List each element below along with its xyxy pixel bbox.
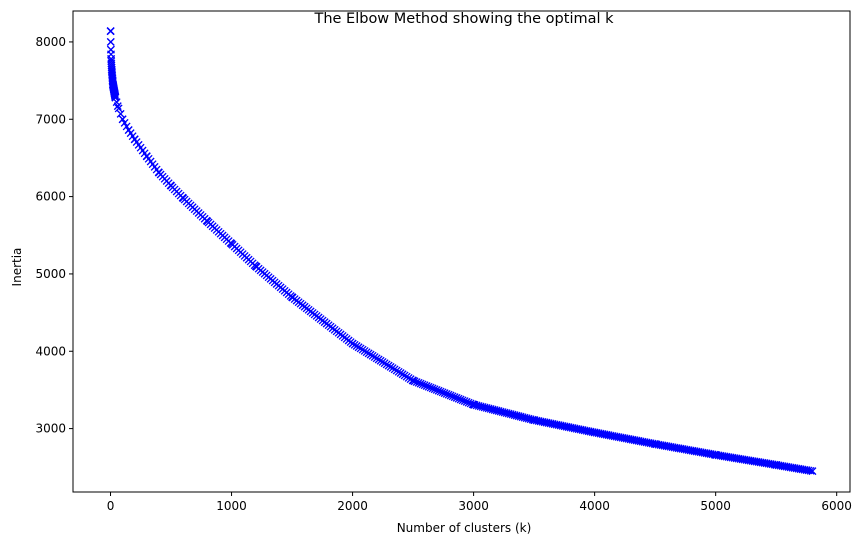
x-tick-label: 4000 <box>579 499 610 513</box>
x-tick-label: 0 <box>107 499 115 513</box>
y-tick-label: 6000 <box>35 190 66 204</box>
data-point-marker <box>114 104 123 113</box>
data-point-marker <box>106 37 115 46</box>
y-tick-label: 4000 <box>35 344 66 358</box>
x-axis: 0 1000 2000 3000 4000 5000 6000 <box>107 492 852 513</box>
x-tick-label: 5000 <box>700 499 731 513</box>
data-point-marker <box>116 109 125 118</box>
plot-frame <box>72 10 851 493</box>
plot-area <box>106 27 817 476</box>
x-tick-label: 3000 <box>458 499 489 513</box>
y-tick-label: 7000 <box>35 112 66 126</box>
y-axis-label: Inertia <box>10 248 24 287</box>
y-axis: 3000 4000 5000 6000 7000 8000 <box>35 35 73 436</box>
y-tick-label: 3000 <box>35 422 66 436</box>
data-point-marker <box>408 376 417 385</box>
series-markers <box>106 27 817 476</box>
y-tick-label: 5000 <box>35 267 66 281</box>
x-tick-label: 2000 <box>337 499 368 513</box>
data-point-marker <box>806 466 815 475</box>
data-point-marker <box>111 93 120 102</box>
data-point-marker <box>106 27 115 36</box>
x-tick-label: 6000 <box>821 499 852 513</box>
x-axis-label: Number of clusters (k) <box>397 521 532 535</box>
data-point-marker <box>804 466 813 475</box>
x-tick-label: 1000 <box>216 499 247 513</box>
y-tick-label: 8000 <box>35 35 66 49</box>
chart-title: The Elbow Method showing the optimal k <box>313 11 614 27</box>
